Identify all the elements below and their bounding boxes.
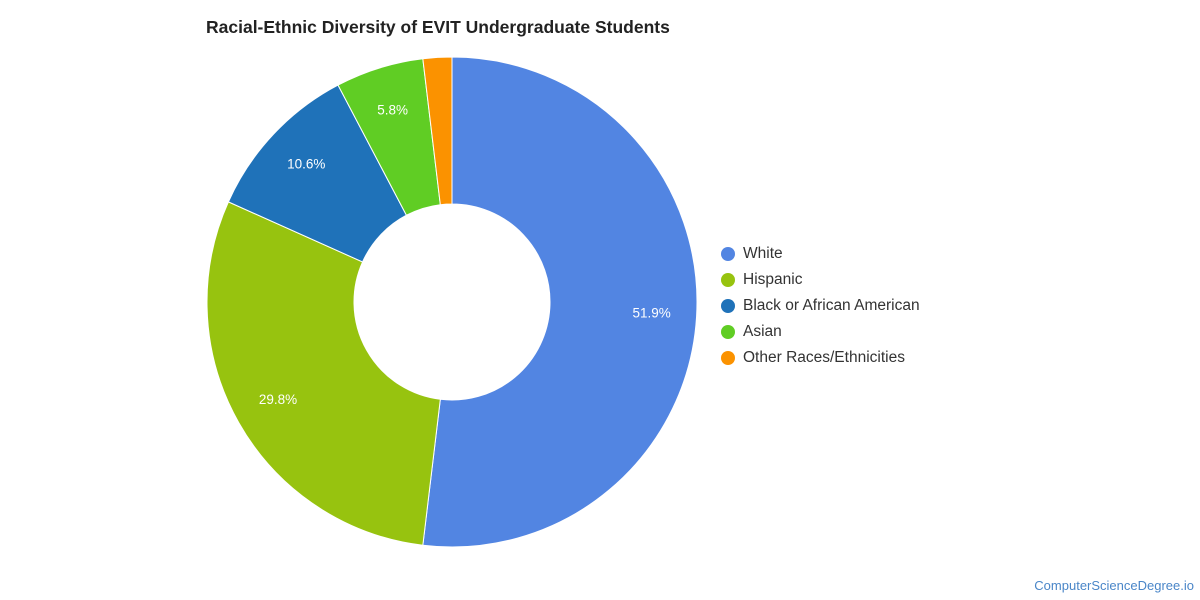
legend-item-white[interactable]: White: [721, 241, 920, 267]
slice-label-hispanic: 29.8%: [259, 392, 297, 407]
donut-slice-labels: 51.9% 29.8% 10.6% 5.8%: [259, 103, 671, 408]
legend-item-black-or-african-american[interactable]: Black or African American: [721, 293, 920, 319]
slice-white[interactable]: [422, 56, 698, 548]
chart-legend: White Hispanic Black or African American As…: [721, 241, 920, 371]
legend-item-asian[interactable]: Asian: [721, 319, 920, 345]
slice-black-or-african-american[interactable]: [227, 84, 408, 263]
legend-item-other-races-ethnicities[interactable]: Other Races/Ethnicities: [721, 345, 920, 371]
legend-label: Other Races/Ethnicities: [743, 349, 905, 366]
legend-swatch-icon: [721, 247, 735, 261]
slice-label-black-or-african-american: 10.6%: [287, 157, 325, 172]
legend-label: Black or African American: [743, 297, 920, 314]
legend-label: Asian: [743, 323, 782, 340]
legend-swatch-icon: [721, 351, 735, 365]
slice-other-races-ethnicities[interactable]: [422, 56, 453, 206]
slice-label-asian: 5.8%: [377, 103, 408, 118]
legend-item-hispanic[interactable]: Hispanic: [721, 267, 920, 293]
legend-swatch-icon: [721, 273, 735, 287]
legend-label: Hispanic: [743, 271, 803, 288]
source-link[interactable]: ComputerScienceDegree.io: [1034, 578, 1194, 593]
donut-slices: [206, 56, 698, 548]
chart-title: Racial-Ethnic Diversity of EVIT Undergra…: [206, 17, 670, 37]
legend-swatch-icon: [721, 299, 735, 313]
slice-label-white: 51.9%: [633, 305, 671, 320]
legend-swatch-icon: [721, 325, 735, 339]
legend-label: White: [743, 245, 783, 262]
slice-hispanic[interactable]: [206, 201, 441, 546]
